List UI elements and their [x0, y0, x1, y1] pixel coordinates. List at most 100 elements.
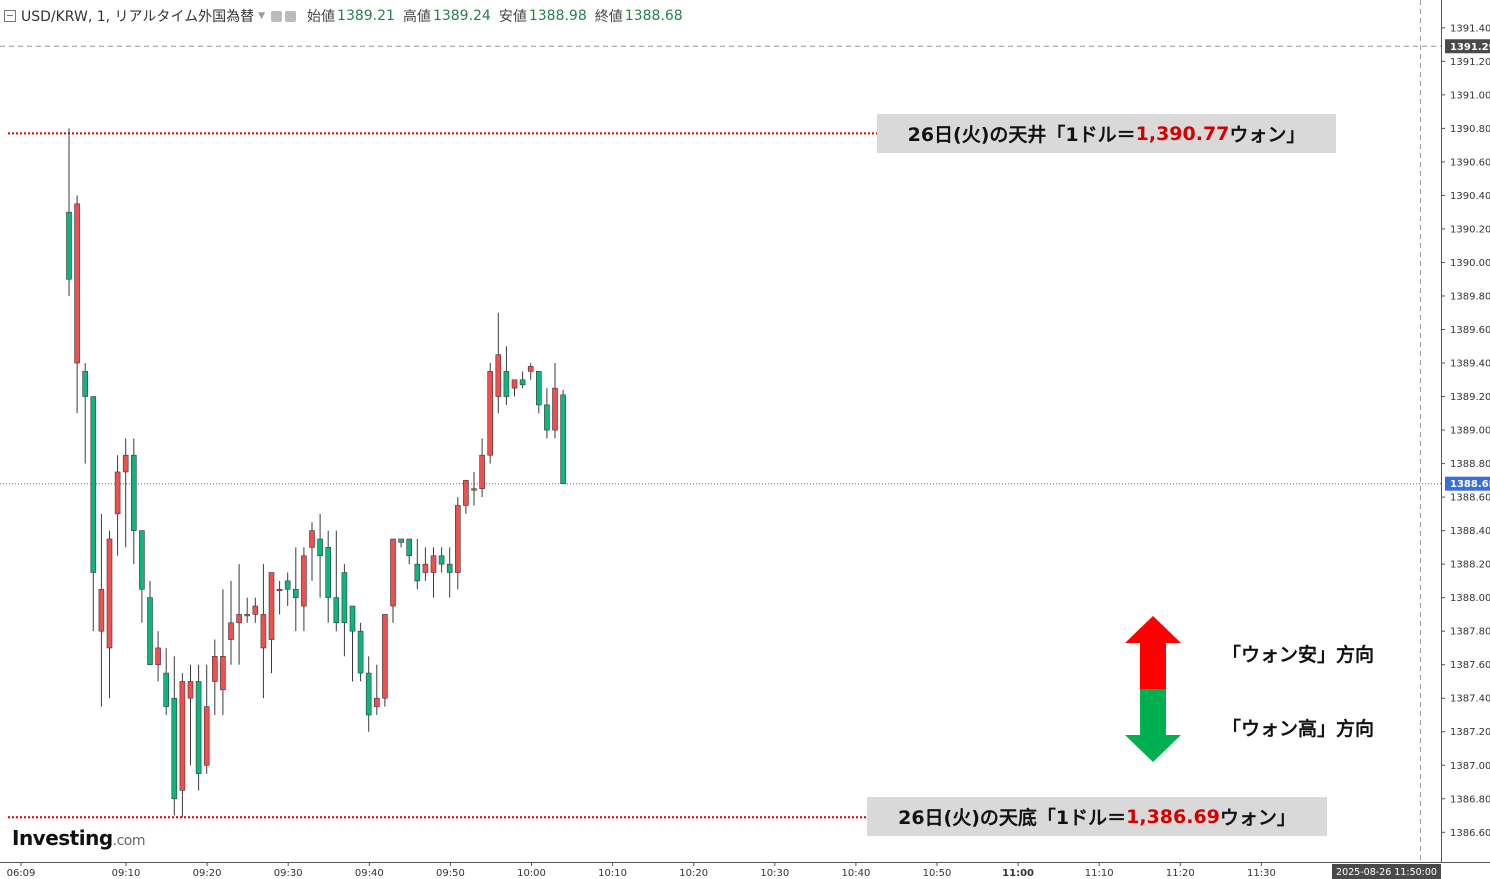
eye-icon[interactable] [271, 10, 283, 22]
candle[interactable] [98, 513, 105, 707]
candle-body [147, 597, 153, 665]
candle[interactable] [487, 363, 494, 464]
candle[interactable] [544, 388, 550, 439]
candle[interactable] [446, 547, 453, 598]
candle-body [301, 555, 307, 607]
candle-body [503, 371, 510, 397]
candle-body [276, 588, 283, 592]
candle[interactable] [195, 664, 202, 791]
y-tick-label: 1386.80 [1450, 794, 1490, 805]
candle[interactable] [349, 605, 356, 682]
candle[interactable] [333, 530, 340, 632]
candle[interactable] [414, 539, 421, 590]
candle[interactable] [171, 656, 178, 816]
candle[interactable] [535, 371, 542, 414]
candle-body [422, 563, 429, 573]
candle[interactable] [406, 538, 413, 565]
candle[interactable] [114, 455, 121, 556]
candle[interactable] [106, 530, 113, 699]
candle-body [398, 538, 404, 543]
symbol-title[interactable]: USD/KRW, 1, リアルタイム外国為替 [21, 9, 255, 25]
candle[interactable] [187, 664, 194, 766]
candle[interactable] [365, 656, 372, 732]
candle[interactable] [422, 547, 429, 581]
candle[interactable] [260, 564, 267, 699]
candle[interactable] [155, 631, 161, 682]
candle[interactable] [438, 547, 445, 573]
candle-body [195, 681, 202, 774]
candle[interactable] [284, 572, 291, 607]
high-value: 1389.24 [432, 8, 491, 24]
candle[interactable] [382, 614, 388, 707]
candle-body [552, 387, 558, 431]
candle-body [527, 366, 534, 372]
x-tick-label: 09:50 [436, 868, 465, 879]
chevron-down-icon[interactable]: ▼ [258, 11, 266, 21]
candle[interactable] [139, 530, 145, 623]
candle[interactable] [390, 538, 396, 623]
investing-logo[interactable]: Investing.com [12, 826, 146, 850]
logo-suffix: .com [112, 833, 146, 849]
candle[interactable] [560, 389, 566, 484]
candle[interactable] [276, 580, 283, 615]
candle[interactable] [179, 673, 186, 818]
collapse-icon[interactable] [4, 10, 16, 22]
chart-legend-header: USD/KRW, 1, リアルタイム外国為替 ▼ 始値 1389.21 高値 1… [4, 6, 683, 26]
candle[interactable] [463, 480, 469, 514]
candle[interactable] [268, 572, 275, 674]
candle-body [90, 396, 97, 573]
candle[interactable] [212, 639, 218, 715]
time-axis[interactable]: 06:09 09:10 09:20 09:30 09:40 09:50 10:00 10:10… [7, 862, 1441, 879]
candle-body [74, 203, 80, 364]
candle[interactable] [74, 195, 80, 414]
x-tick-label: 10:00 [517, 868, 546, 879]
candle[interactable] [122, 438, 129, 548]
candle[interactable] [163, 647, 169, 715]
candle[interactable] [511, 379, 518, 397]
candle-body [66, 211, 72, 280]
candle[interactable] [430, 547, 437, 598]
candle[interactable] [220, 589, 226, 715]
candle[interactable] [66, 128, 72, 296]
candle[interactable] [325, 530, 332, 623]
candle[interactable] [373, 664, 380, 715]
candle[interactable] [552, 363, 558, 439]
y-tick-label: 1390.20 [1450, 224, 1490, 235]
price-axis[interactable]: 1386.60 1386.80 1387.00 1387.20 1387.40 1387.… [1441, 23, 1490, 839]
candle[interactable] [244, 597, 250, 623]
candle[interactable] [503, 346, 510, 405]
candle-body [171, 697, 178, 800]
candle[interactable] [228, 580, 234, 665]
candle-body [406, 538, 413, 557]
candle[interactable] [90, 396, 97, 632]
candle[interactable] [495, 312, 502, 414]
candle[interactable] [309, 522, 315, 581]
high-price-badge-label: 1391.29 [1450, 42, 1490, 53]
candle[interactable] [527, 363, 534, 380]
candle[interactable] [131, 438, 137, 565]
floor-value: 1,386.69 [1126, 805, 1220, 828]
settings-icon[interactable] [285, 10, 297, 22]
candle[interactable] [82, 363, 88, 464]
candle[interactable] [519, 371, 526, 389]
candle[interactable] [317, 513, 323, 598]
candle[interactable] [301, 547, 307, 632]
candle[interactable] [236, 564, 242, 665]
current-time-label: 2025-08-26 11:50:00 [1336, 867, 1437, 878]
x-tick-label: 10:20 [679, 868, 708, 879]
last-price-badge [1445, 476, 1490, 491]
x-tick-label: 09:40 [355, 868, 384, 879]
candle[interactable] [252, 597, 259, 623]
candle[interactable] [292, 547, 299, 632]
candle[interactable] [471, 471, 477, 506]
candle[interactable] [479, 438, 485, 498]
open-value: 1389.21 [337, 8, 395, 24]
candle[interactable] [147, 580, 153, 665]
candle[interactable] [357, 622, 364, 682]
candle-body [382, 614, 388, 699]
y-tick-label: 1387.80 [1450, 627, 1490, 638]
candle[interactable] [398, 538, 404, 548]
candle[interactable] [203, 664, 210, 774]
candle[interactable] [454, 497, 461, 590]
candle[interactable] [341, 564, 348, 657]
